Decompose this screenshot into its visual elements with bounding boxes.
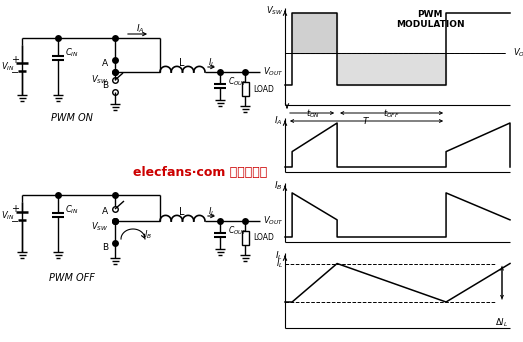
Text: $V_{OUT}$: $V_{OUT}$ <box>513 47 523 59</box>
Text: $I_A$: $I_A$ <box>275 115 283 127</box>
Text: PWM ON: PWM ON <box>51 113 93 123</box>
Text: B: B <box>102 81 108 91</box>
Text: PWM
MODULATION: PWM MODULATION <box>396 10 464 29</box>
Text: $t_{OFF}$: $t_{OFF}$ <box>383 108 400 120</box>
Text: L: L <box>179 207 185 217</box>
Text: LOAD: LOAD <box>253 234 274 242</box>
Text: T: T <box>363 118 368 127</box>
Text: $t_{ON}$: $t_{ON}$ <box>306 108 320 120</box>
Text: $I_B$: $I_B$ <box>275 180 283 192</box>
Text: −: − <box>11 68 19 78</box>
Text: $V_{OUT}$: $V_{OUT}$ <box>263 66 283 78</box>
Text: $C_{IN}$: $C_{IN}$ <box>65 204 79 216</box>
Text: $C_{OUT}$: $C_{OUT}$ <box>228 76 247 88</box>
Text: $C_{IN}$: $C_{IN}$ <box>65 47 79 59</box>
Text: A: A <box>102 58 108 67</box>
Text: $V_{IN}$: $V_{IN}$ <box>1 61 15 73</box>
Text: $I_A$: $I_A$ <box>135 23 144 35</box>
Text: $V_{SW}$: $V_{SW}$ <box>90 221 108 233</box>
Text: LOAD: LOAD <box>253 84 274 93</box>
Bar <box>242 82 248 96</box>
Text: $V_{SW}$: $V_{SW}$ <box>90 74 108 86</box>
Text: +: + <box>11 204 19 214</box>
Text: B: B <box>102 244 108 252</box>
Text: $V_{IN}$: $V_{IN}$ <box>1 210 15 222</box>
Text: $I_L$: $I_L$ <box>275 250 283 262</box>
Text: L: L <box>179 58 185 68</box>
Text: −: − <box>11 217 19 227</box>
Text: $C_{OUT}$: $C_{OUT}$ <box>228 225 247 237</box>
Text: +: + <box>11 55 19 65</box>
Text: $V_{OUT}$: $V_{OUT}$ <box>263 215 283 227</box>
Text: $I_L$: $I_L$ <box>208 57 215 69</box>
Text: $I_L$: $I_L$ <box>208 206 215 218</box>
Text: $I_B$: $I_B$ <box>144 229 152 241</box>
Text: $V_{SW}$: $V_{SW}$ <box>266 5 283 17</box>
Bar <box>242 231 248 245</box>
Text: $\Delta I_L$: $\Delta I_L$ <box>495 317 508 329</box>
Text: PWM OFF: PWM OFF <box>49 273 95 283</box>
Text: A: A <box>102 207 108 215</box>
Text: $I_L$: $I_L$ <box>276 257 283 270</box>
Text: elecfans·com 电子发烧友: elecfans·com 电子发烧友 <box>133 166 267 179</box>
